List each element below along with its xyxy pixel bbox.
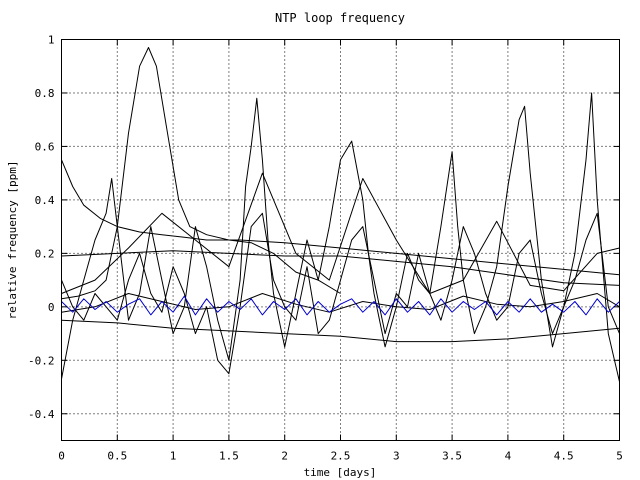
series-slow-wave-a xyxy=(61,172,620,294)
y-axis-label: relative frequency [ppm] xyxy=(6,161,19,320)
x-tick-label: 1.5 xyxy=(219,450,239,463)
plot-frame xyxy=(61,39,620,441)
y-tick-label: -0.4 xyxy=(28,408,55,421)
y-tick-label: 0.2 xyxy=(35,247,55,260)
series-big-hump xyxy=(61,47,341,300)
series-spiky-a xyxy=(61,92,620,382)
y-tick-label: 0.8 xyxy=(35,87,55,100)
series-blue-trace xyxy=(61,295,620,316)
x-tick-label: 4 xyxy=(505,450,512,463)
y-tick-label: 0 xyxy=(48,301,55,314)
series-layer xyxy=(61,47,620,382)
series-spiky-b xyxy=(61,212,620,375)
x-tick-label: 3 xyxy=(393,450,400,463)
y-tick-label: 1 xyxy=(48,34,55,47)
x-tick-label: 0.5 xyxy=(107,450,127,463)
y-tick-label: 0.4 xyxy=(35,194,55,207)
x-tick-label: 1 xyxy=(170,450,177,463)
x-tick-label: 4.5 xyxy=(554,450,574,463)
x-tick-label: 2.5 xyxy=(331,450,351,463)
chart-title: NTP loop frequency xyxy=(275,11,405,25)
series-lower-envelope xyxy=(61,319,620,343)
x-axis-label: time [days] xyxy=(304,466,377,479)
grid xyxy=(61,39,620,441)
x-tick-label: 2 xyxy=(281,450,288,463)
y-tick-label: -0.2 xyxy=(28,354,55,367)
y-tick-label: 0.6 xyxy=(35,140,55,153)
x-tick-label: 0 xyxy=(58,450,65,463)
x-tick-label: 5 xyxy=(616,450,623,463)
x-tick-label: 3.5 xyxy=(442,450,462,463)
series-decay-from-left xyxy=(61,159,620,276)
